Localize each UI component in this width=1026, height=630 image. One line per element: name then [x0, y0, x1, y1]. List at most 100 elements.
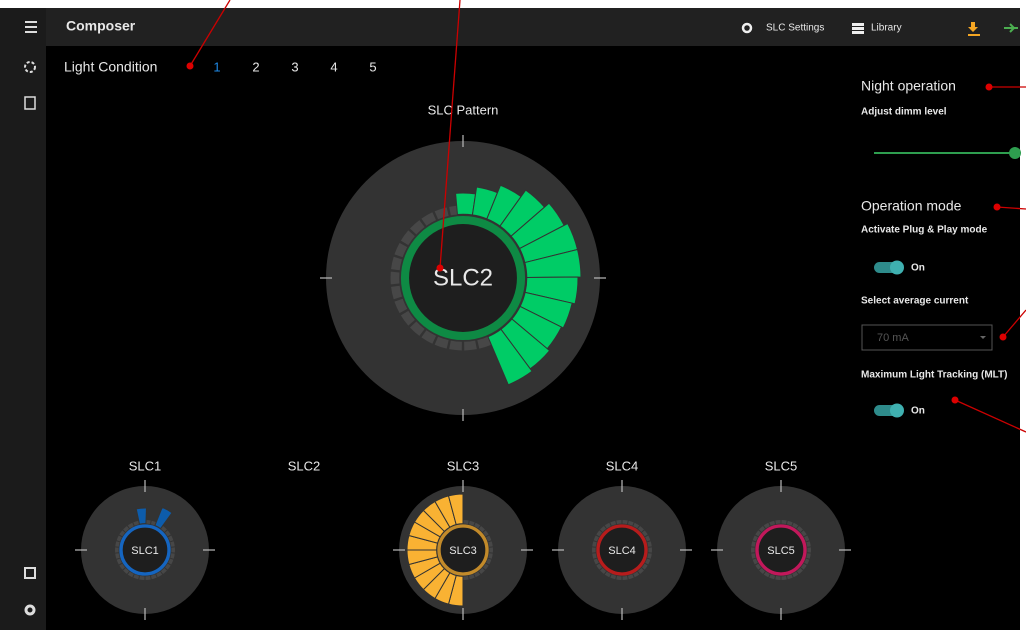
segment-slot — [806, 553, 811, 559]
operation-mode-title: Operation mode — [861, 198, 962, 214]
segment-slot — [123, 526, 130, 532]
pattern-segment — [487, 328, 533, 386]
segment-slot — [486, 558, 492, 565]
segment-slot — [604, 571, 611, 578]
dial-label: SLC3 — [449, 545, 477, 557]
segment-slot — [804, 535, 810, 542]
segment-slot — [394, 298, 408, 314]
segment-slot — [769, 574, 776, 580]
segment-slot — [168, 558, 174, 565]
segment-slot — [752, 535, 758, 542]
dropdown-arrow — [980, 336, 986, 339]
pattern-segment — [154, 506, 173, 530]
segment-slot — [421, 330, 437, 344]
segment-slot — [488, 541, 493, 547]
annotations — [189, 0, 1026, 433]
current-dropdown[interactable] — [861, 324, 993, 351]
segment-slot — [434, 207, 449, 220]
segment-slot — [759, 568, 766, 574]
segment-slot — [116, 558, 122, 565]
segment-slot — [755, 530, 762, 537]
segment-slot — [592, 547, 596, 553]
segment-slot — [171, 547, 176, 553]
segment-slot — [604, 522, 611, 529]
dimm-slider-knob[interactable] — [1009, 147, 1021, 159]
segment-slot — [119, 563, 126, 570]
segment-slot — [478, 526, 485, 532]
segment-slot — [759, 526, 766, 532]
segment-slot — [592, 553, 597, 559]
segment-slot — [781, 520, 787, 525]
segment-slot — [616, 520, 622, 525]
light-condition-option[interactable]: 2 — [252, 59, 259, 74]
pattern-segment — [135, 507, 147, 525]
segment-slot — [409, 321, 425, 336]
light-condition-option[interactable]: 3 — [291, 59, 298, 74]
current-value: 70 mA — [877, 332, 909, 344]
report-icon[interactable] — [24, 96, 36, 110]
segment-slot — [641, 530, 648, 537]
pattern-title: SLC Pattern — [428, 102, 499, 117]
segment-slot — [796, 568, 803, 574]
pattern-segment — [524, 276, 579, 305]
annotation-dots — [186, 62, 1007, 404]
segment-slot — [610, 574, 617, 580]
segment-slot — [168, 535, 174, 542]
download-icon[interactable] — [968, 22, 980, 36]
segment-slot — [477, 336, 492, 349]
light-condition-option[interactable]: 5 — [369, 59, 376, 74]
segment-slot — [486, 535, 492, 542]
segment-slot — [596, 530, 603, 537]
segment-slot — [115, 547, 119, 553]
dial-label: SLC5 — [767, 545, 795, 557]
segment-slot — [755, 563, 762, 570]
slc-settings-button[interactable]: SLC Settings — [766, 23, 824, 34]
segment-slot — [421, 212, 437, 226]
segment-slot — [763, 522, 770, 529]
segment-slot — [600, 526, 607, 532]
segment-slot — [600, 568, 607, 574]
segment-slot — [489, 547, 494, 553]
save-icon[interactable] — [24, 567, 36, 579]
library-button[interactable]: Library — [871, 23, 902, 34]
slc-title: SLC1 — [129, 458, 162, 473]
slc-title: SLC5 — [765, 458, 798, 473]
pattern-icon[interactable] — [24, 61, 36, 73]
segment-slot — [637, 526, 644, 532]
dial-ring — [437, 524, 489, 576]
light-condition-option[interactable]: 1 — [213, 59, 220, 74]
light-condition-option[interactable]: 4 — [330, 59, 337, 74]
settings-icon[interactable] — [24, 604, 36, 616]
segment-slot — [800, 530, 807, 537]
segment-slot — [648, 547, 653, 553]
gear-icon — [741, 22, 753, 34]
segment-slot — [796, 526, 803, 532]
segment-slot — [751, 553, 756, 559]
menu-icon[interactable] — [25, 21, 37, 33]
segment-slot — [633, 571, 640, 578]
mlt-label: Maximum Light Tracking (MLT) — [861, 370, 1007, 381]
segment-slot — [170, 541, 175, 547]
segment-slot — [647, 541, 652, 547]
dial-ring — [596, 524, 648, 576]
segment-slot — [463, 575, 469, 580]
segment-slot — [474, 522, 481, 529]
segment-slot — [806, 541, 811, 547]
night-operation-title: Night operation — [861, 78, 956, 94]
segment-slot — [627, 520, 634, 526]
segment-slot — [409, 220, 425, 235]
segment-slot — [804, 558, 810, 565]
segment-slot — [592, 541, 597, 547]
usb-icon[interactable] — [1004, 23, 1018, 33]
segment-slot — [769, 520, 776, 526]
segment-slot — [164, 530, 171, 537]
segment-slot — [647, 553, 652, 559]
segment-slot — [616, 575, 622, 580]
segment-slot — [482, 530, 489, 537]
segment-slot — [786, 574, 793, 580]
segment-slot — [123, 568, 130, 574]
plug-play-label: Activate Plug & Play mode — [861, 225, 988, 236]
segment-slot — [751, 541, 756, 547]
